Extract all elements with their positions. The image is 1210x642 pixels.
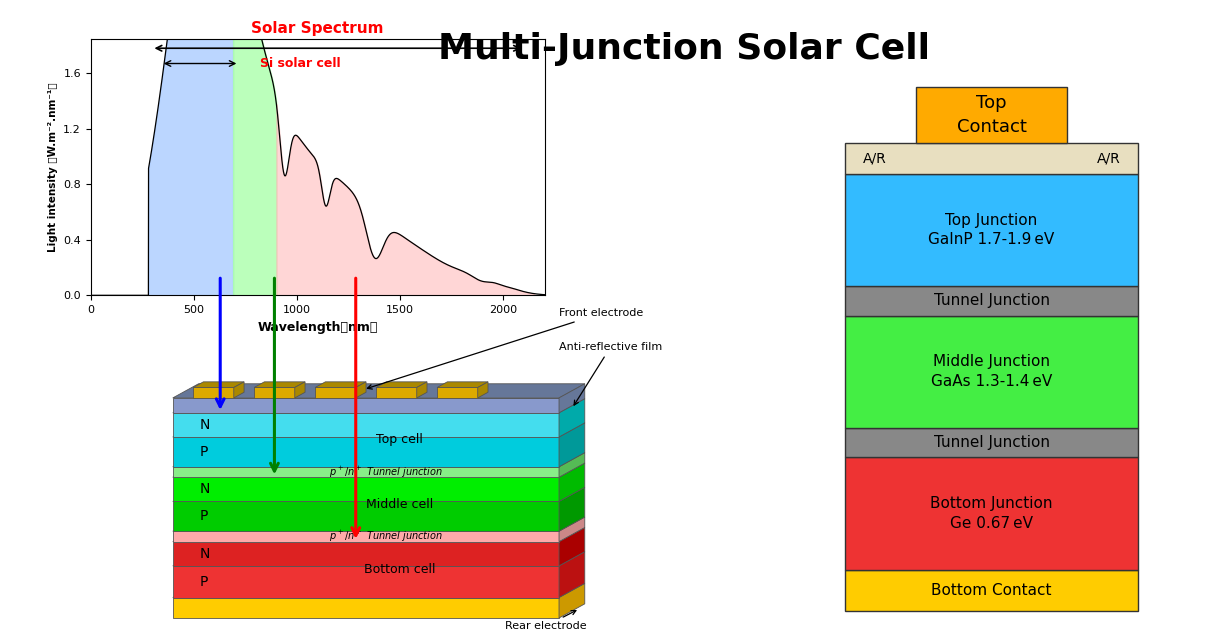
Polygon shape bbox=[315, 388, 356, 398]
Polygon shape bbox=[173, 531, 559, 542]
Polygon shape bbox=[173, 437, 559, 467]
Polygon shape bbox=[254, 382, 305, 388]
Polygon shape bbox=[559, 463, 584, 501]
Text: Solar Spectrum: Solar Spectrum bbox=[250, 21, 384, 36]
Text: Middle cell: Middle cell bbox=[367, 498, 433, 511]
Text: Middle Junction
GaAs 1.3-1.4 eV: Middle Junction GaAs 1.3-1.4 eV bbox=[930, 354, 1053, 389]
Polygon shape bbox=[916, 87, 1067, 143]
Polygon shape bbox=[234, 382, 244, 398]
Text: Anti-reflective film: Anti-reflective film bbox=[559, 342, 662, 405]
Polygon shape bbox=[173, 413, 559, 437]
Polygon shape bbox=[173, 542, 559, 566]
Polygon shape bbox=[173, 501, 559, 531]
Text: N: N bbox=[200, 482, 211, 496]
Polygon shape bbox=[437, 388, 478, 398]
Polygon shape bbox=[173, 453, 584, 467]
Text: P: P bbox=[200, 445, 208, 459]
Polygon shape bbox=[559, 453, 584, 477]
Polygon shape bbox=[173, 384, 584, 398]
Text: Front electrode: Front electrode bbox=[368, 308, 644, 389]
Polygon shape bbox=[254, 388, 295, 398]
Polygon shape bbox=[173, 477, 559, 501]
Text: Tunnel Junction: Tunnel Junction bbox=[934, 435, 1049, 450]
Polygon shape bbox=[315, 382, 367, 388]
Text: Multi-Junction Solar Cell: Multi-Junction Solar Cell bbox=[438, 32, 929, 66]
Polygon shape bbox=[173, 598, 559, 618]
Polygon shape bbox=[559, 517, 584, 542]
Text: Top Junction
GaInP 1.7-1.9 eV: Top Junction GaInP 1.7-1.9 eV bbox=[928, 213, 1055, 247]
Polygon shape bbox=[376, 382, 427, 388]
Text: Top
Contact: Top Contact bbox=[957, 94, 1026, 136]
Polygon shape bbox=[173, 566, 559, 598]
Text: Tunnel Junction: Tunnel Junction bbox=[934, 293, 1049, 308]
Text: Top cell: Top cell bbox=[376, 433, 424, 446]
Polygon shape bbox=[559, 384, 584, 413]
Polygon shape bbox=[173, 463, 584, 477]
Polygon shape bbox=[559, 528, 584, 566]
Polygon shape bbox=[559, 487, 584, 531]
Text: N: N bbox=[200, 547, 211, 560]
Text: Rear electrode: Rear electrode bbox=[505, 611, 587, 631]
Text: Si solar cell: Si solar cell bbox=[260, 57, 340, 70]
Polygon shape bbox=[846, 174, 1137, 286]
X-axis label: Wavelength（nm）: Wavelength（nm） bbox=[258, 320, 378, 334]
Polygon shape bbox=[559, 399, 584, 437]
Text: Bottom Junction
Ge 0.67 eV: Bottom Junction Ge 0.67 eV bbox=[930, 496, 1053, 531]
Polygon shape bbox=[173, 517, 584, 531]
Polygon shape bbox=[376, 388, 416, 398]
Polygon shape bbox=[295, 382, 305, 398]
Polygon shape bbox=[416, 382, 427, 398]
Polygon shape bbox=[846, 569, 1137, 611]
Polygon shape bbox=[559, 551, 584, 598]
Polygon shape bbox=[846, 428, 1137, 457]
Polygon shape bbox=[173, 528, 584, 542]
Text: A/R: A/R bbox=[1096, 152, 1120, 166]
Text: N: N bbox=[200, 418, 211, 432]
Polygon shape bbox=[846, 286, 1137, 316]
Text: P: P bbox=[200, 575, 208, 589]
Text: $p^+/n^+$ Tunnel junction: $p^+/n^+$ Tunnel junction bbox=[329, 529, 443, 544]
Polygon shape bbox=[559, 423, 584, 467]
Polygon shape bbox=[173, 398, 559, 413]
Polygon shape bbox=[559, 584, 584, 618]
Polygon shape bbox=[194, 382, 244, 388]
Text: $p^+/n^+$ Tunnel junction: $p^+/n^+$ Tunnel junction bbox=[329, 464, 443, 480]
Text: A/R: A/R bbox=[863, 152, 887, 166]
Polygon shape bbox=[437, 382, 488, 388]
Text: Bottom cell: Bottom cell bbox=[364, 563, 436, 576]
Polygon shape bbox=[478, 382, 488, 398]
Polygon shape bbox=[173, 551, 584, 566]
Polygon shape bbox=[846, 316, 1137, 428]
Polygon shape bbox=[356, 382, 367, 398]
Polygon shape bbox=[173, 399, 584, 413]
Polygon shape bbox=[173, 487, 584, 501]
Polygon shape bbox=[846, 143, 1137, 174]
Polygon shape bbox=[846, 457, 1137, 569]
Text: P: P bbox=[200, 509, 208, 523]
Y-axis label: Light intensity （W.m⁻².nm⁻¹）: Light intensity （W.m⁻².nm⁻¹） bbox=[47, 82, 58, 252]
Polygon shape bbox=[194, 388, 234, 398]
Polygon shape bbox=[173, 423, 584, 437]
Polygon shape bbox=[173, 467, 559, 477]
Polygon shape bbox=[173, 584, 584, 598]
Text: Bottom Contact: Bottom Contact bbox=[932, 583, 1051, 598]
